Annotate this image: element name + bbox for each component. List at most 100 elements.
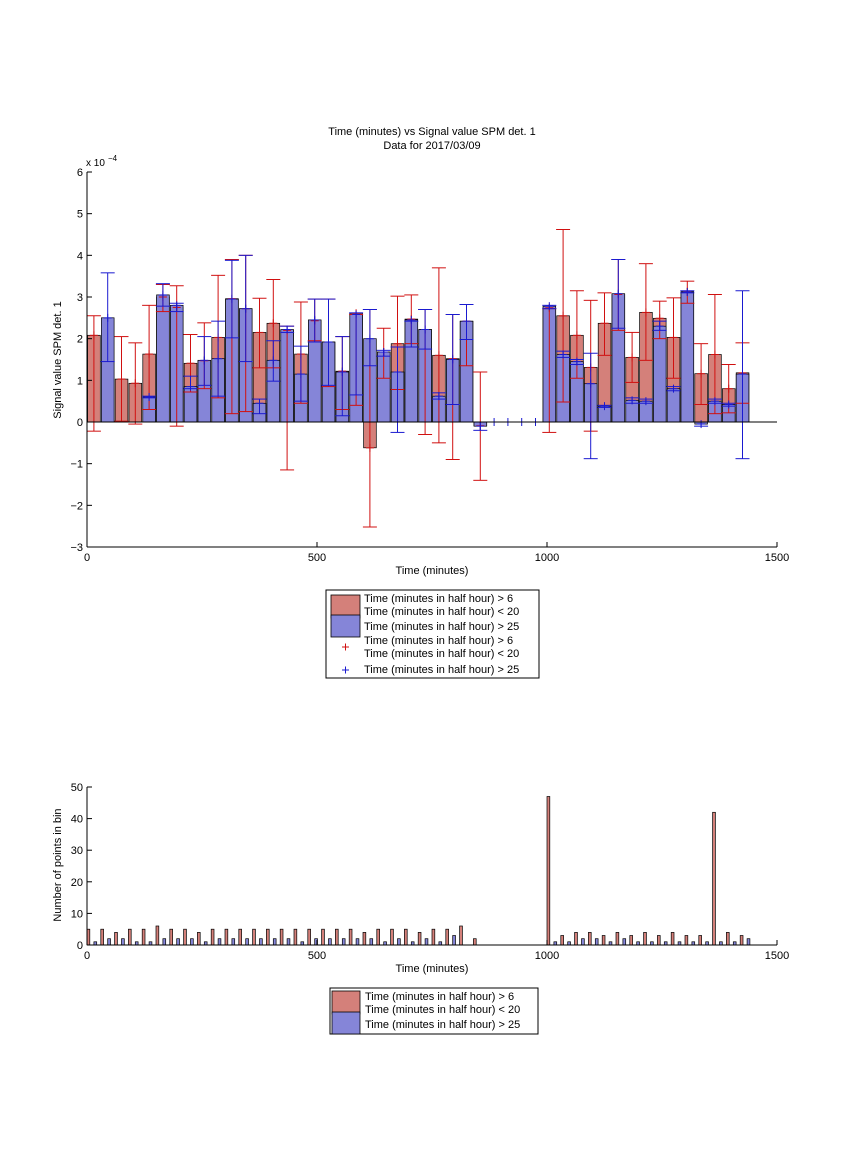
y-tick-label: −3 [70, 542, 83, 554]
histogram-bar-series-b [746, 938, 751, 946]
legend-swatch-series-b [330, 614, 361, 638]
y-tick-label: 2 [77, 334, 83, 346]
x-axis-label: Time (minutes) [396, 565, 469, 577]
bar-series-b [156, 294, 170, 423]
histogram-bar-series-a [459, 925, 463, 946]
histogram-bar-series-b [355, 938, 360, 946]
x-tick-label: 1500 [765, 552, 789, 564]
histogram-bar-series-a [726, 932, 730, 946]
signal-legend: Time (minutes in half hour) > 6 Time (mi… [325, 589, 540, 679]
legend-marker-plus-b [342, 666, 349, 674]
histogram-bar-series-b [328, 938, 332, 946]
histogram-bar-series-a [321, 928, 325, 946]
histogram-bar-series-a [417, 932, 422, 946]
histogram-bar-series-a [657, 935, 661, 946]
y-tick-label: 3 [77, 292, 83, 304]
legend-box [329, 987, 539, 1035]
histogram-bar-series-b [190, 938, 194, 946]
legend-label-b: Time (minutes in half hour) > 25 [364, 621, 519, 633]
histogram-bar-series-b [397, 938, 401, 946]
legend-box [325, 589, 540, 679]
y-tick-label: 0 [77, 940, 83, 952]
y-tick-label: −2 [70, 500, 83, 512]
histogram-bar-series-a [643, 932, 647, 946]
x-tick-label: 1000 [535, 552, 559, 564]
y-tick-label: 20 [71, 877, 83, 889]
bar-series-b [680, 291, 695, 423]
histogram-bar-series-a [279, 928, 284, 946]
y-tick-label: 4 [77, 250, 83, 262]
histogram-bar-series-a [390, 928, 394, 946]
legend-swatch-series-a [330, 594, 361, 619]
histogram-bar-series-a [698, 935, 702, 946]
histogram-bar-series-a [155, 925, 160, 946]
histogram-bar-series-a [574, 932, 578, 946]
y-tick-label: 40 [71, 814, 83, 826]
histogram-bar-series-a [224, 928, 229, 946]
histogram-bar-series-b [162, 938, 167, 946]
histogram-bar-series-a [266, 928, 270, 946]
histogram-bar-series-b [259, 938, 263, 946]
histogram-bar-series-a [588, 932, 592, 946]
histogram-bar-series-b [622, 938, 627, 946]
histogram-bar-series-a [141, 928, 146, 946]
legend-label-marker-b: Time (minutes in half hour) > 25 [364, 664, 519, 676]
signal-plot-area: −3 −2 −1 0 1 2 3 4 5 6 0 500 1000 1500 [70, 167, 789, 564]
histogram-bar-series-a [739, 935, 744, 946]
histogram-bar-series-b [176, 938, 180, 946]
histogram-bar-series-a [404, 928, 408, 946]
x-tick-label: 1500 [765, 950, 789, 962]
bar-series-b [653, 325, 667, 423]
histogram-bar-series-a [128, 928, 132, 946]
legend-marker-plus-a [342, 643, 349, 651]
histogram-bar-series-b [341, 938, 346, 946]
legend-label-b: Time (minutes in half hour) > 25 [365, 1019, 520, 1031]
histogram-bar-series-a [362, 932, 367, 946]
y-axis-label: Number of points in bin [52, 808, 64, 921]
x-tick-label: 0 [84, 552, 90, 564]
x-tick-label: 0 [84, 950, 90, 962]
legend-label-a-line2: Time (minutes in half hour) < 20 [364, 606, 519, 618]
histogram-bar-series-a [348, 928, 353, 946]
y-tick-label: 50 [71, 782, 83, 794]
y-tick-label: −1 [70, 459, 83, 471]
histogram-bar-series-b [121, 938, 125, 946]
histogram-bar-series-a [335, 928, 339, 946]
legend-swatch-series-b [331, 1011, 361, 1035]
histogram-bar-series-a [183, 928, 187, 946]
x-tick-label: 500 [308, 950, 326, 962]
histogram-bar-series-a [629, 935, 633, 946]
histogram-bar-series-b [424, 938, 429, 946]
y-exponent-power: −4 [108, 154, 118, 163]
histogram-bar-series-a [238, 928, 242, 946]
x-axis-label: Time (minutes) [396, 963, 469, 975]
histogram-bar-series-a [197, 932, 201, 946]
histogram-bar-series-a [376, 928, 380, 946]
histogram-bar-series-a [684, 935, 689, 946]
histogram-bar-series-a [252, 928, 256, 946]
histogram-bar-series-b [231, 938, 236, 946]
signal-chart: Time (minutes) vs Signal value SPM det. … [52, 126, 789, 577]
y-tick-label: 0 [77, 417, 83, 429]
histogram-bar-series-a [431, 928, 436, 946]
histogram-bar-series-a [615, 932, 620, 946]
histogram-bar-series-b [107, 938, 111, 946]
histogram-bar-series-b [245, 938, 249, 946]
histogram-bar-series-a [601, 935, 606, 946]
legend-label-a-line2: Time (minutes in half hour) < 20 [365, 1004, 520, 1016]
histogram-bar-series-a [546, 796, 551, 946]
legend-label-marker-a-line2: Time (minutes in half hour) < 20 [364, 648, 519, 660]
histogram-bar-series-b [286, 938, 291, 946]
y-tick-label: 5 [77, 209, 83, 221]
x-tick-label: 500 [308, 552, 326, 564]
chart-title-line1: Time (minutes) vs Signal value SPM det. … [328, 126, 535, 138]
histogram-bar-series-a [114, 932, 118, 946]
legend-label-marker-a-line1: Time (minutes in half hour) > 6 [364, 635, 513, 647]
histogram-bar-series-a [712, 811, 716, 946]
histogram-legend: Time (minutes in half hour) > 6 Time (mi… [329, 987, 539, 1035]
histogram-bar-series-a [445, 928, 449, 946]
x-tick-label: 1000 [535, 950, 559, 962]
histogram-bar-series-b [369, 938, 374, 946]
